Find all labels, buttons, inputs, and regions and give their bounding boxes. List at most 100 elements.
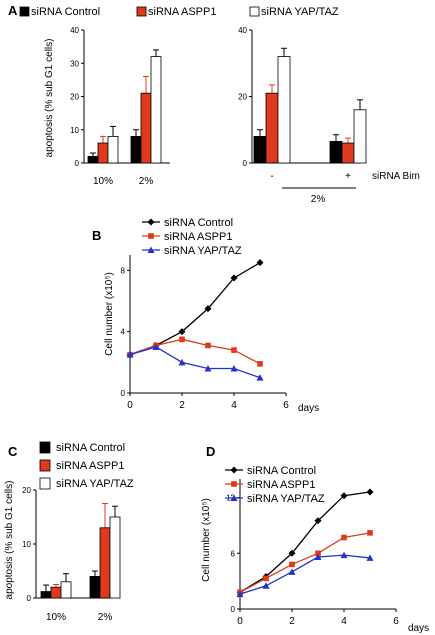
panel-d-xtick-label: 2 <box>289 616 295 627</box>
panel-c-ytick-label: 0 <box>27 594 32 603</box>
panel-b-marker <box>179 336 185 343</box>
panel-c-legend-swatch <box>39 477 51 490</box>
panel-a-group-label: 2% <box>311 194 326 205</box>
panel-b-ylabel: Cell number (x10⁵) <box>104 272 115 356</box>
panel-a-left-bar <box>97 142 109 164</box>
panel-a-right-bar <box>341 142 355 164</box>
panel-c-legend-label: siRNA ASPP1 <box>56 460 124 472</box>
panel-d-legend-label: siRNA YAP/TAZ <box>247 493 325 505</box>
panel-d-xtick-label: 6 <box>393 616 399 627</box>
panel-b-marker <box>257 361 263 367</box>
panel-b-marker <box>204 364 212 372</box>
panel-d-marker <box>262 582 270 589</box>
panel-a-left-ytick-label: 10 <box>70 126 79 135</box>
panel-d-legend-marker <box>230 494 238 501</box>
panel-d-series-line <box>239 554 371 595</box>
panel-d-xtick-label: 0 <box>237 616 243 627</box>
panel-c-legend-swatch <box>39 459 51 472</box>
panel-b-marker <box>152 343 160 350</box>
panel-d-marker <box>315 550 321 557</box>
panel-d-marker <box>341 534 347 541</box>
panel-b-legend-marker <box>148 233 154 239</box>
panel-a-right-ytick-label: 40 <box>238 26 247 35</box>
panel-a-legend-swatch <box>136 6 147 17</box>
panel-a-left-bar <box>140 92 152 164</box>
panel-a-right-ytick-label: 20 <box>238 93 247 102</box>
panel-a-right-bar <box>277 56 291 164</box>
panel-c-bar <box>99 527 111 599</box>
panel-c-bar <box>40 591 52 599</box>
panel-b-marker <box>205 342 211 349</box>
panel-b-ytick-label: 4 <box>121 328 126 337</box>
panel-a-left-bar <box>150 56 162 164</box>
panel-d-marker <box>289 561 295 568</box>
panel-a-right-category-label: + <box>345 171 351 182</box>
panel-a-right-category-label: - <box>270 171 273 182</box>
panel-a-left-ytick-label: 30 <box>70 59 79 68</box>
panel-a-left-ytick-label: 20 <box>70 93 79 102</box>
panel-b-xtick-label: 4 <box>231 400 237 411</box>
panel-b-series-line <box>129 262 261 356</box>
panel-d-marker <box>367 530 373 536</box>
panel-d-ylabel: Cell number (x10⁵) <box>201 498 212 582</box>
panel-b-marker <box>256 259 264 267</box>
panel-a-ylabel: apoptosis (% sub G1 cells) <box>44 39 55 158</box>
panel-b-marker <box>126 351 134 358</box>
panel-a-right-bar <box>253 135 267 164</box>
panel-a-legend-label: siRNA YAP/TAZ <box>261 6 339 18</box>
panel-c-bar <box>50 586 62 599</box>
panel-c-category-label: 10% <box>46 612 66 623</box>
panel-d-ytick-label: 0 <box>231 605 236 614</box>
panel-d-ytick-label: 6 <box>231 549 236 558</box>
panel-d-legend-label: siRNA Control <box>247 465 316 477</box>
panel-c-ylabel: apoptosis (% sub G1 cells) <box>4 481 15 600</box>
panel-d-xlabel: days <box>408 623 429 634</box>
panel-d-legend-marker <box>230 466 238 474</box>
panel-c-bar <box>60 581 72 599</box>
panel-a-left-category-label: 2% <box>139 176 154 187</box>
panel-c-category-label: 2% <box>98 612 113 623</box>
panel-c-legend-label: siRNA Control <box>56 442 125 454</box>
panel-d-series-line <box>239 532 371 593</box>
panel-a-left-bar <box>87 155 99 164</box>
panel-d-marker <box>263 575 269 582</box>
panel-a-right-bar <box>265 92 279 164</box>
panel-b-ytick-label: 0 <box>121 389 126 398</box>
panel-label-c: C <box>8 444 18 459</box>
panel-c-legend-swatch <box>39 441 51 454</box>
panel-b-legend-marker <box>147 218 155 226</box>
panel-d-marker <box>366 488 374 496</box>
panel-d-marker <box>314 553 322 560</box>
panel-c-bar <box>109 516 121 599</box>
panel-b-marker <box>178 358 186 366</box>
panel-b-marker <box>204 305 212 313</box>
panel-b-marker <box>230 364 238 372</box>
panel-d-marker <box>340 551 348 559</box>
panel-b-legend-marker <box>147 246 155 253</box>
panel-b-legend-label: siRNA Control <box>164 217 233 229</box>
panel-b-marker <box>230 274 238 282</box>
panel-a-legend-swatch <box>19 6 30 17</box>
panel-b-xtick-label: 6 <box>283 400 289 411</box>
panel-b-xtick-label: 0 <box>127 400 133 411</box>
panel-b-legend-label: siRNA YAP/TAZ <box>164 245 242 257</box>
panel-b-marker <box>178 328 186 336</box>
panel-b-marker <box>256 374 264 381</box>
panel-a-left-ytick-label: 40 <box>70 26 79 35</box>
panel-label-a: A <box>8 3 18 18</box>
panel-b-xtick-label: 2 <box>179 400 185 411</box>
panel-a-right-ytick-label: 0 <box>243 159 248 168</box>
panel-b-marker <box>231 347 237 353</box>
panel-d-marker <box>236 590 244 598</box>
panel-a-left-bar <box>107 135 119 164</box>
panel-b-series-line <box>129 338 261 365</box>
panel-d-marker <box>366 554 374 561</box>
panel-d-marker <box>288 568 296 575</box>
panel-c-bar <box>89 576 101 599</box>
panel-d-xtick-label: 4 <box>341 616 347 627</box>
panel-c-ytick-label: 10 <box>22 540 31 549</box>
panel-d-legend-marker <box>231 481 237 487</box>
panel-a-right-bar <box>329 140 343 164</box>
